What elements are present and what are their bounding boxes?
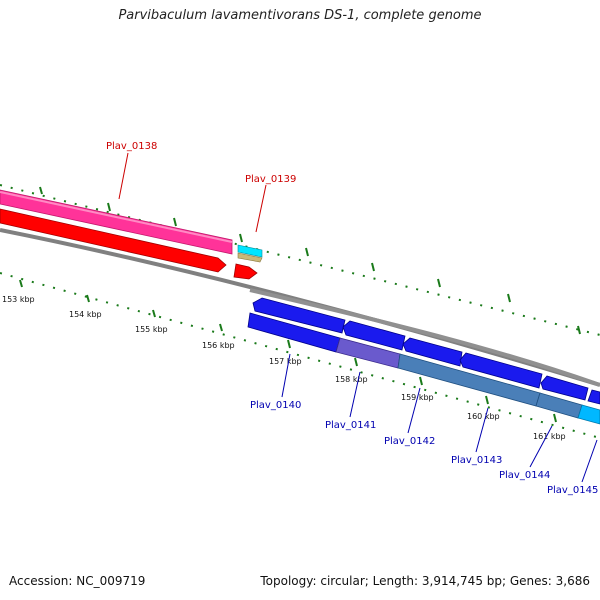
tick-label: 158 kbp — [335, 375, 368, 384]
tick-label: 153 kbp — [2, 295, 35, 304]
upper-major-tick — [577, 325, 581, 335]
gene-label-plav-0143[interactable]: Plav_0143 — [451, 455, 502, 466]
upper-scale — [0, 184, 600, 336]
leader-plav-0139 — [255, 184, 267, 233]
gene-plav-0144-blue[interactable] — [540, 375, 589, 401]
leader-plav-0140 — [281, 353, 291, 398]
leader-plav-0142 — [407, 387, 421, 434]
leader-plav-0138 — [118, 152, 129, 200]
tick-label: 157 kbp — [269, 357, 302, 366]
leader-plav-0141 — [349, 371, 361, 418]
pink-highlight — [0, 191, 233, 243]
lower-major-tick — [19, 279, 23, 288]
gene-label-plav-0145[interactable]: Plav_0145 — [547, 485, 598, 496]
upper-major-tick — [437, 278, 441, 288]
gene-label-plav-0139[interactable]: Plav_0139 — [245, 174, 296, 185]
gene-plav-0143-blue[interactable] — [459, 352, 543, 389]
gene-plav-0139-red[interactable] — [233, 263, 258, 280]
lower-major-tick — [419, 376, 423, 386]
lower-scale-dots — [0, 272, 600, 439]
tick-label: 154 kbp — [69, 310, 102, 319]
upper-major-tick — [305, 247, 309, 257]
tick-label: 161 kbp — [533, 432, 566, 441]
gene-plav-0140-blue[interactable] — [252, 297, 346, 334]
gene-plav-0142-blue[interactable] — [402, 337, 463, 367]
lower-major-tick — [354, 357, 358, 367]
gene-plav-0138-pink[interactable] — [0, 189, 233, 255]
leader-plav-0143 — [475, 407, 489, 453]
upper-major-tick — [107, 202, 111, 212]
gene-plav-0138-red[interactable] — [0, 208, 227, 273]
tick-label: 160 kbp — [467, 412, 500, 421]
genome-backbone-segment — [249, 288, 600, 387]
gene-plav-0139-cyan[interactable] — [237, 244, 263, 258]
map-title: Parvibaculum lavamentivorans DS-1, compl… — [118, 8, 482, 23]
gene-label-plav-0140[interactable]: Plav_0140 — [250, 400, 301, 411]
leader-plav-0145 — [581, 439, 598, 483]
lower-scale — [0, 272, 600, 439]
gene-label-plav-0142[interactable]: Plav_0142 — [384, 436, 435, 447]
lower-major-tick — [86, 294, 90, 303]
lower-major-tick — [287, 339, 291, 349]
gene-plav-0139-khaki[interactable] — [237, 252, 263, 263]
upper-major-tick — [173, 217, 177, 227]
topology-summary: Topology: circular; Length: 3,914,745 bp… — [260, 574, 590, 588]
leader-plav-0144 — [529, 425, 553, 468]
gene-label-plav-0144[interactable]: Plav_0144 — [499, 470, 550, 481]
accession-label: Accession: NC_009719 — [9, 574, 146, 588]
lower-major-tick — [485, 395, 489, 405]
upper-scale-dots — [0, 184, 600, 336]
gene-label-plav-0138[interactable]: Plav_0138 — [106, 141, 157, 152]
tick-label: 155 kbp — [135, 325, 168, 334]
gene-plav-0145-blue[interactable] — [587, 389, 600, 405]
gene-plav-0141-blue[interactable] — [342, 320, 406, 351]
upper-major-tick — [39, 186, 43, 195]
gene-plav-0145-bar[interactable] — [577, 404, 600, 425]
tick-label: 156 kbp — [202, 341, 235, 350]
gene-label-plav-0141[interactable]: Plav_0141 — [325, 420, 376, 431]
lower-major-tick — [553, 413, 557, 423]
upper-major-tick — [371, 262, 375, 272]
lower-major-tick — [219, 323, 223, 332]
lower-major-tick — [152, 309, 156, 318]
upper-major-tick — [507, 293, 511, 303]
upper-major-tick — [239, 233, 243, 243]
